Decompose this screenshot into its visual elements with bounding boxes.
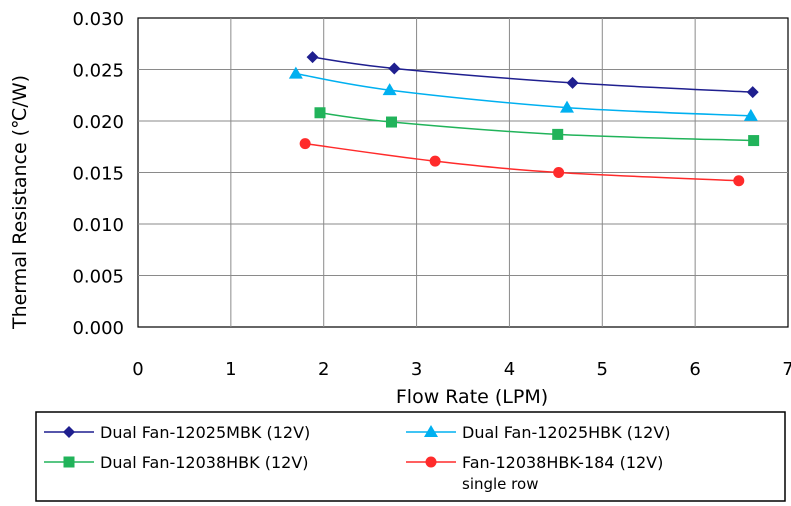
plot-grid bbox=[137, 17, 789, 328]
x-axis-title: Flow Rate (LPM) bbox=[396, 386, 548, 408]
x-tick-label: 7 bbox=[782, 359, 791, 380]
data-point bbox=[733, 175, 745, 187]
legend-sublabel: single row bbox=[462, 475, 538, 493]
data-point bbox=[553, 167, 565, 178]
data-point bbox=[552, 128, 564, 140]
y-tick-label: 0.010 bbox=[72, 215, 124, 236]
series-line bbox=[295, 72, 751, 117]
legend-marker bbox=[424, 425, 438, 437]
data-point bbox=[743, 108, 758, 121]
data-point bbox=[566, 76, 579, 89]
data-point bbox=[388, 62, 401, 75]
x-tick-label: 3 bbox=[411, 359, 422, 380]
legend-item: Fan-12038HBK-184 (12V) single row bbox=[406, 453, 663, 493]
data-point bbox=[560, 100, 574, 113]
data-point bbox=[314, 107, 326, 119]
legend-item: Dual Fan-12025MBK (12V) bbox=[44, 423, 310, 442]
legend-label: Dual Fan-12025HBK (12V) bbox=[462, 423, 671, 442]
legend-item: Dual Fan-12038HBK (12V) bbox=[44, 453, 309, 472]
data-point bbox=[288, 66, 303, 79]
data-point bbox=[306, 51, 319, 64]
data-point bbox=[746, 86, 759, 99]
y-tick-label: 0.030 bbox=[72, 9, 124, 30]
data-point bbox=[299, 138, 311, 150]
legend-item: Dual Fan-12025HBK (12V) bbox=[406, 423, 671, 442]
series-lines bbox=[295, 56, 754, 182]
y-axis-title: Thermal Resistance (℃/W) bbox=[9, 75, 31, 330]
x-tick-label: 1 bbox=[225, 359, 236, 380]
legend-label: Dual Fan-12038HBK (12V) bbox=[100, 453, 309, 472]
y-tick-label: 0.015 bbox=[72, 164, 124, 185]
data-point bbox=[382, 83, 397, 96]
series-line bbox=[312, 56, 753, 93]
data-point bbox=[748, 135, 760, 147]
x-tick-label: 4 bbox=[504, 359, 515, 380]
legend-marker bbox=[63, 426, 75, 438]
x-tick-label: 2 bbox=[318, 359, 329, 380]
y-tick-label: 0.025 bbox=[72, 61, 124, 82]
data-point bbox=[429, 155, 441, 167]
y-tick-label: 0.005 bbox=[72, 267, 124, 288]
data-point bbox=[386, 116, 397, 128]
legend-marker bbox=[425, 456, 437, 468]
legend-label: Dual Fan-12025MBK (12V) bbox=[100, 423, 310, 442]
y-tick-label: 0.000 bbox=[72, 318, 124, 339]
legend-box bbox=[35, 411, 786, 502]
legend-marker bbox=[63, 456, 75, 468]
y-tick-label: 0.020 bbox=[72, 112, 124, 133]
legend-label: Fan-12038HBK-184 (12V) bbox=[462, 453, 663, 472]
x-tick-label: 0 bbox=[132, 359, 143, 380]
axis-ticks: 0 1 2 3 4 5 6 7 0.000 0.005 0.010 0.015 0.020 0.025 0.… bbox=[72, 9, 791, 380]
x-tick-label: 5 bbox=[597, 359, 608, 380]
legend: Dual Fan-12025MBK (12V) Dual Fan-12025HBK… bbox=[35, 411, 786, 502]
x-tick-label: 6 bbox=[689, 359, 700, 380]
series-markers bbox=[288, 51, 760, 187]
series-line bbox=[305, 142, 739, 182]
series-line bbox=[319, 112, 754, 142]
